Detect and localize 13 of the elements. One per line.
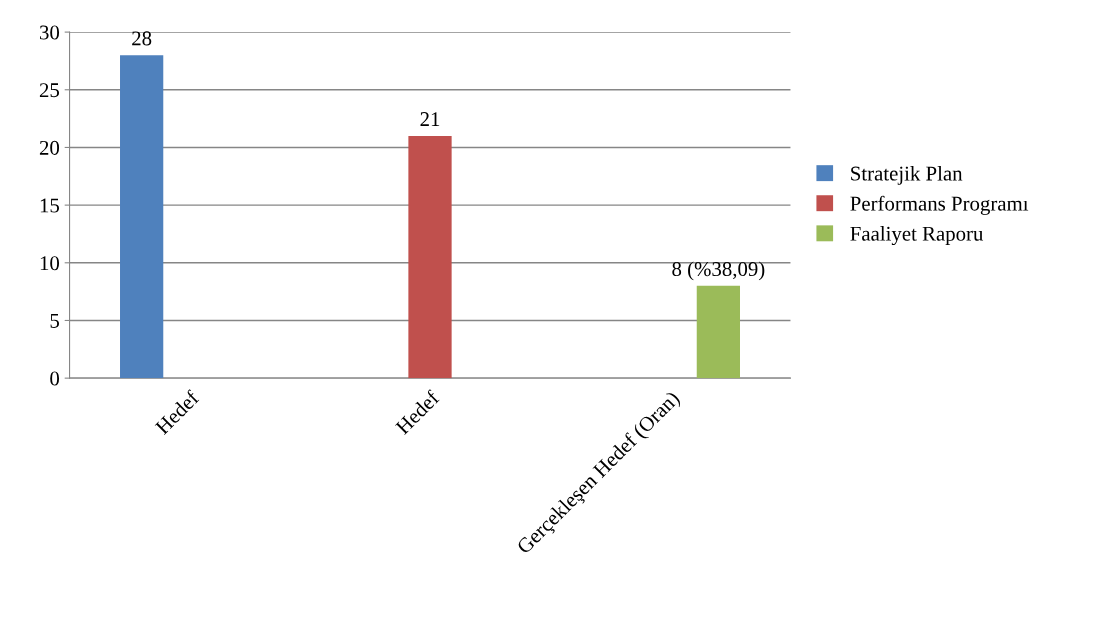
- data-label: 28: [132, 31, 152, 46]
- y-tick-label: 10: [40, 256, 60, 271]
- legend-label: Faaliyet Raporu: [850, 226, 984, 246]
- data-label: 21: [420, 112, 440, 126]
- y-tick-label: 0: [50, 371, 60, 386]
- y-tick-label: 5: [50, 314, 60, 328]
- legend-label: Performans Programı: [850, 195, 1029, 215]
- legend-label: Stratejik Plan: [851, 165, 963, 185]
- data-label: 8 (%38,09): [672, 261, 765, 281]
- y-tick-label: 25: [39, 83, 60, 98]
- y-tick-label: 20: [39, 140, 60, 155]
- y-tick-label: 30: [39, 25, 60, 40]
- y-tick-label: 15: [40, 198, 60, 213]
